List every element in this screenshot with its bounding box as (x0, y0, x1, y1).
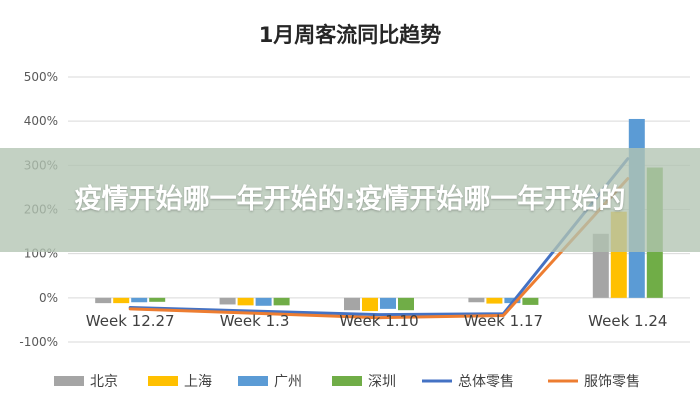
bar (149, 297, 166, 302)
legend-label: 服饰零售 (584, 374, 640, 390)
lines-layer (128, 157, 630, 320)
x-tick-label: Week 12.27 (86, 312, 175, 330)
bar (362, 297, 378, 312)
bar (95, 297, 112, 304)
x-axis-labels: Week 12.27 Week 1.3 Week 1.10 Week 1.17 Week… (86, 312, 668, 330)
bar (131, 297, 148, 303)
y-tick-label: 0% (39, 291, 58, 305)
bar (344, 297, 360, 311)
overlay-banner: 疫情开始哪一年开始的:疫情开始哪一年开始的 (0, 148, 700, 252)
bar (219, 297, 236, 305)
x-tick-label: Week 1.10 (339, 312, 418, 330)
legend-swatch (148, 376, 178, 386)
legend-label: 广州 (274, 374, 302, 390)
y-tick-label: -100% (19, 335, 58, 349)
series-line (128, 177, 630, 320)
bar (380, 297, 396, 309)
chart-title: 1月周客流同比趋势 (259, 23, 442, 47)
legend-swatch (54, 376, 84, 386)
legend-label: 总体零售 (458, 374, 514, 390)
overlay-banner-text: 疫情开始哪一年开始的:疫情开始哪一年开始的 (74, 184, 626, 215)
bar (255, 297, 272, 306)
y-tick-label: 500% (24, 70, 58, 84)
bar (522, 297, 539, 305)
legend-swatch (238, 376, 268, 386)
legend: 北京 上海 广州 深圳 总体零售 服饰零售 (54, 374, 640, 390)
bar (486, 297, 503, 304)
x-tick-label: Week 1.3 (220, 312, 290, 330)
legend-label: 深圳 (368, 374, 396, 390)
legend-label: 上海 (184, 374, 212, 390)
bar (398, 297, 414, 311)
x-tick-label: Week 1.17 (464, 312, 543, 330)
series-line (128, 157, 630, 317)
x-tick-label: Week 1.24 (588, 312, 667, 330)
legend-label: 北京 (90, 374, 118, 390)
bar (237, 297, 254, 306)
bar (113, 297, 130, 304)
y-tick-label: 400% (24, 114, 58, 128)
legend-swatch (332, 376, 362, 386)
bar (468, 297, 485, 303)
bar (273, 297, 290, 306)
